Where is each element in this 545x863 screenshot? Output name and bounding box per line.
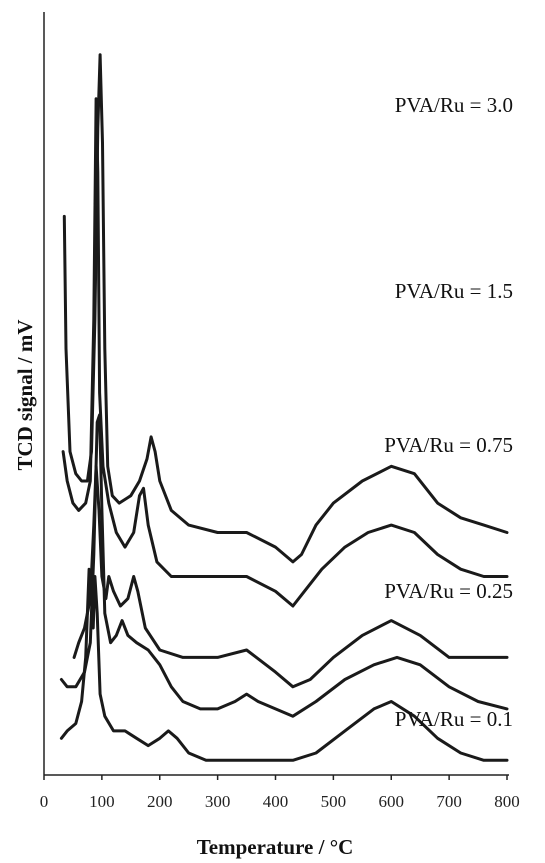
x-tick-label: 100 <box>89 792 115 811</box>
x-tick-label: 600 <box>379 792 405 811</box>
x-tick-label: 400 <box>263 792 289 811</box>
series-labels: PVA/Ru = 3.0 PVA/Ru = 1.5 PVA/Ru = 0.75 PVA… <box>384 93 513 731</box>
series-label: PVA/Ru = 0.25 <box>384 579 513 603</box>
series-line <box>61 97 509 608</box>
series-label: PVA/Ru = 0.1 <box>395 707 513 731</box>
curves <box>59 53 509 762</box>
y-axis-title: TCD signal / mV <box>13 319 37 470</box>
series-label: PVA/Ru = 3.0 <box>395 93 513 117</box>
x-tick-label: 800 <box>494 792 520 811</box>
series-line <box>62 53 509 564</box>
series-line <box>59 567 509 762</box>
x-tick-label: 200 <box>147 792 173 811</box>
x-tick-label: 700 <box>436 792 462 811</box>
x-tick-label: 0 <box>40 792 49 811</box>
x-tick-label: 500 <box>321 792 347 811</box>
axes: 0 100 200 300 400 500 600 700 800 <box>40 12 520 811</box>
series-line <box>59 413 509 718</box>
series-label: PVA/Ru = 1.5 <box>395 279 513 303</box>
series-label: PVA/Ru = 0.75 <box>384 433 513 457</box>
x-axis-title: Temperature / °C <box>197 835 354 859</box>
x-tick-label: 300 <box>205 792 231 811</box>
